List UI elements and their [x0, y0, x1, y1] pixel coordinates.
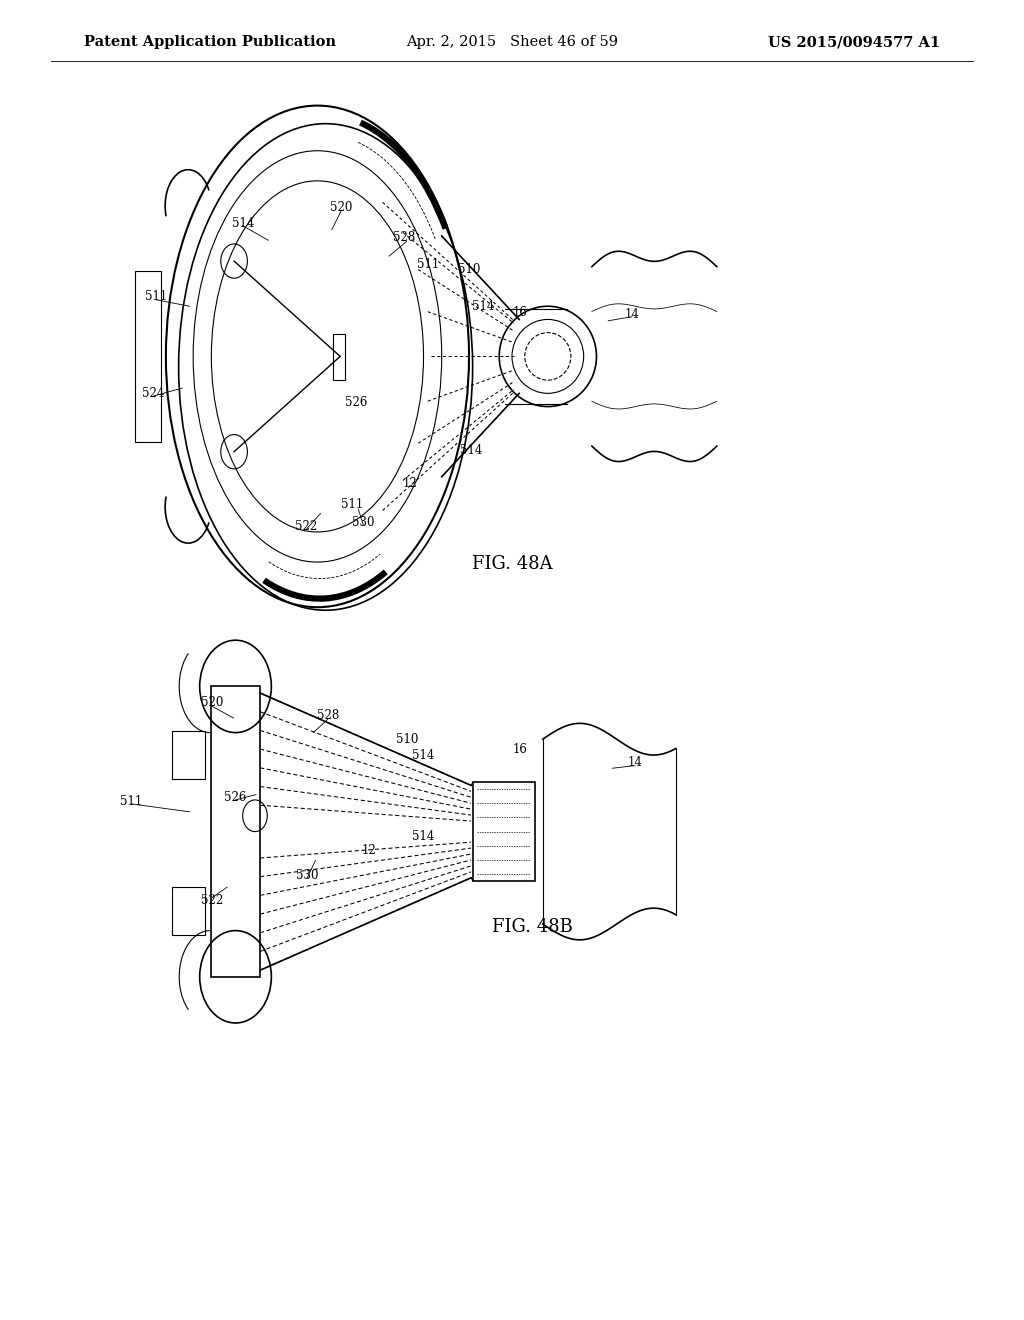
Text: 514: 514	[412, 830, 434, 843]
Text: 511: 511	[341, 498, 364, 511]
Bar	[172, 887, 205, 935]
Bar	[211, 686, 260, 977]
Text: 12: 12	[402, 477, 417, 490]
Text: 530: 530	[352, 516, 375, 529]
Text: 12: 12	[361, 843, 376, 857]
Text: 520: 520	[330, 201, 352, 214]
Text: 514: 514	[231, 216, 254, 230]
Text: 526: 526	[224, 791, 247, 804]
Text: 14: 14	[628, 756, 642, 770]
Text: 526: 526	[345, 396, 368, 409]
Text: 524: 524	[142, 387, 165, 400]
Text: 514: 514	[460, 444, 482, 457]
Text: Patent Application Publication: Patent Application Publication	[84, 36, 336, 49]
Text: 16: 16	[513, 743, 527, 756]
Bar	[135, 271, 161, 442]
Text: 528: 528	[393, 231, 416, 244]
Bar	[473, 781, 535, 882]
Text: 511: 511	[144, 290, 167, 304]
Text: 511: 511	[120, 795, 142, 808]
Text: FIG. 48A: FIG. 48A	[472, 554, 552, 573]
Bar	[333, 334, 345, 380]
Text: 16: 16	[513, 306, 527, 319]
Text: 514: 514	[472, 300, 495, 313]
Text: 510: 510	[458, 263, 480, 276]
Text: US 2015/0094577 A1: US 2015/0094577 A1	[768, 36, 940, 49]
Text: 522: 522	[295, 520, 317, 533]
Text: FIG. 48B: FIG. 48B	[493, 917, 572, 936]
Text: 520: 520	[201, 696, 223, 709]
Text: 522: 522	[201, 894, 223, 907]
Text: Apr. 2, 2015   Sheet 46 of 59: Apr. 2, 2015 Sheet 46 of 59	[406, 36, 618, 49]
Text: 530: 530	[296, 869, 318, 882]
Text: 514: 514	[412, 748, 434, 762]
Text: 510: 510	[396, 733, 419, 746]
Text: 528: 528	[316, 709, 339, 722]
Text: 511: 511	[417, 257, 439, 271]
Bar	[172, 731, 205, 779]
Text: 14: 14	[625, 308, 639, 321]
